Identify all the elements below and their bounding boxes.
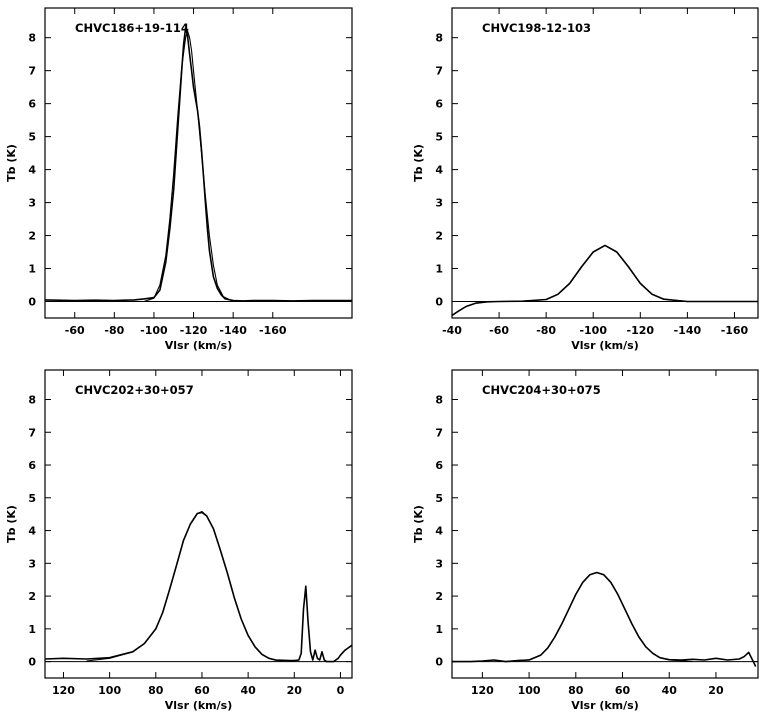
- series-observed-line: [44, 26, 352, 302]
- plot-frame: [451, 369, 759, 679]
- x-tick-label: 60: [615, 684, 631, 697]
- y-axis-label: Tb (K): [412, 505, 425, 543]
- y-tick-label: 5: [435, 492, 443, 505]
- y-tick-label: 3: [435, 557, 443, 570]
- x-tick-label: -80: [104, 324, 124, 337]
- y-tick-label: 2: [28, 590, 36, 603]
- y-tick-label: 5: [28, 131, 36, 144]
- x-tick-label: -140: [674, 324, 702, 337]
- x-tick-label: -80: [536, 324, 556, 337]
- x-axis-label: Vlsr (km/s): [165, 339, 232, 352]
- x-tick-label: -120: [180, 324, 208, 337]
- x-tick-label: 40: [662, 684, 678, 697]
- chart-panel-4: 0 1 2 3 4 5 6 7 8 120 100 80 60 40 20 CHVC204+30+075 Vls…: [412, 369, 759, 712]
- y-tick-label: 8: [28, 32, 36, 45]
- x-tick-label: -100: [579, 324, 607, 337]
- plot-frame: [44, 7, 353, 319]
- y-tick-label: 7: [28, 65, 36, 78]
- x-tick-label: 80: [568, 684, 584, 697]
- x-tick-label: 100: [98, 684, 121, 697]
- y-tick-label: 3: [28, 197, 36, 210]
- y-tick-label: 8: [435, 32, 443, 45]
- chart-title: CHVC202+30+057: [75, 383, 194, 397]
- y-tick-label: 0: [435, 656, 443, 669]
- x-tick-label: 120: [52, 684, 75, 697]
- x-tick-label: 80: [148, 684, 164, 697]
- y-tick-label: 8: [28, 393, 36, 406]
- x-tick-label: -120: [627, 324, 655, 337]
- y-tick-label: 3: [28, 557, 36, 570]
- x-axis-label: Vlsr (km/s): [571, 339, 638, 352]
- x-tick-label: -60: [65, 324, 85, 337]
- y-axis-label: Tb (K): [412, 144, 425, 182]
- chart-title: CHVC186+19-114: [75, 21, 189, 35]
- y-tick-label: 4: [435, 525, 443, 538]
- chart-title: CHVC198-12-103: [482, 21, 591, 35]
- x-tick-label: 20: [287, 684, 303, 697]
- chart-title: CHVC204+30+075: [482, 383, 601, 397]
- x-tick-label: 120: [471, 684, 494, 697]
- y-tick-label: 7: [435, 65, 443, 78]
- y-tick-label: 6: [28, 459, 36, 472]
- y-tick-label: 4: [28, 164, 36, 177]
- chart-panel-1: 0 1 2 3 4 5 6 7 8 -60 -80 -100 -120 -140 -160 CHVC186+1…: [5, 7, 353, 352]
- y-tick-label: 0: [28, 296, 36, 309]
- x-axis-label: Vlsr (km/s): [165, 699, 232, 712]
- chart-panel-2: 0 1 2 3 4 5 6 7 8 -40 -60 -80 -100 -120 -140 -160 CHVC19…: [412, 7, 759, 352]
- series-observed-line: [44, 511, 353, 663]
- y-tick-label: 1: [435, 623, 443, 636]
- plot-frame: [44, 369, 353, 679]
- chart-panel-3: 0 1 2 3 4 5 6 7 8 120 100 80 60 40 20 0 CHVC202+30+057 Vl…: [5, 369, 353, 712]
- y-tick-label: 1: [28, 623, 36, 636]
- x-tick-label: -60: [489, 324, 509, 337]
- y-tick-label: 2: [435, 230, 443, 243]
- y-tick-label: 7: [28, 426, 36, 439]
- y-tick-label: 5: [28, 492, 36, 505]
- y-tick-label: 0: [435, 296, 443, 309]
- series-fit-line: [505, 571, 693, 663]
- y-tick-label: 7: [435, 426, 443, 439]
- y-axis-label: Tb (K): [5, 144, 18, 182]
- x-tick-label: -160: [259, 324, 287, 337]
- series-fit-line: [499, 244, 711, 303]
- y-tick-label: 4: [28, 525, 36, 538]
- plot-frame: [451, 7, 759, 319]
- y-tick-label: 6: [435, 98, 443, 111]
- y-tick-label: 0: [28, 656, 36, 669]
- x-tick-label: -100: [140, 324, 168, 337]
- x-tick-label: 60: [194, 684, 210, 697]
- x-tick-label: 40: [240, 684, 256, 697]
- x-tick-label: 0: [337, 684, 345, 697]
- x-tick-label: 20: [708, 684, 724, 697]
- series-fit-line: [143, 30, 234, 303]
- y-axis-label: Tb (K): [5, 505, 18, 543]
- y-tick-label: 2: [28, 230, 36, 243]
- x-tick-label: -140: [219, 324, 247, 337]
- y-tick-label: 1: [435, 263, 443, 276]
- series-observed-line: [451, 244, 758, 317]
- x-tick-label: -40: [442, 324, 462, 337]
- x-axis-label: Vlsr (km/s): [571, 699, 638, 712]
- x-tick-label: -160: [721, 324, 749, 337]
- y-tick-label: 1: [28, 263, 36, 276]
- y-tick-label: 4: [435, 164, 443, 177]
- x-tick-label: 100: [518, 684, 541, 697]
- y-tick-label: 2: [435, 590, 443, 603]
- series-observed-line: [452, 571, 757, 667]
- y-tick-label: 5: [435, 131, 443, 144]
- y-tick-label: 6: [28, 98, 36, 111]
- y-tick-label: 8: [435, 393, 443, 406]
- y-tick-label: 3: [435, 197, 443, 210]
- y-tick-label: 6: [435, 459, 443, 472]
- series-fit-line: [86, 510, 283, 662]
